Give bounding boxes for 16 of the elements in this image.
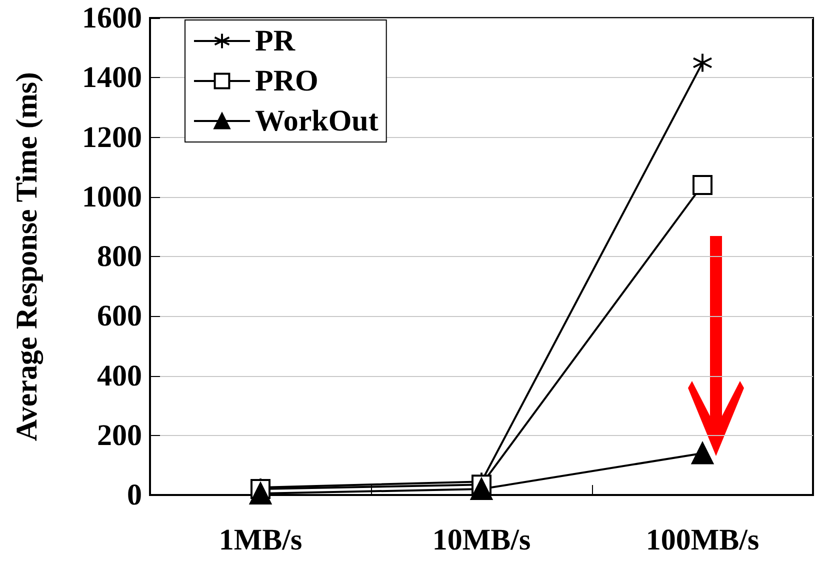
x-tick-label: 100MB/s: [646, 524, 760, 556]
x-tick-label: 1MB/s: [218, 524, 302, 556]
y-tick-label: 200: [97, 418, 142, 452]
y-tick-label: 800: [97, 240, 142, 273]
y-tick-label: 1000: [82, 180, 142, 214]
y-tick-label: 0: [127, 478, 142, 512]
y-tick-label: 1600: [82, 2, 142, 34]
y-tick-label: 1200: [82, 120, 142, 154]
legend-label: PR: [255, 24, 296, 58]
legend-label: PRO: [255, 64, 318, 98]
y-tick-label: 1400: [82, 61, 142, 94]
x-tick-label: 10MB/s: [432, 524, 531, 556]
legend-label: WorkOut: [255, 104, 378, 138]
y-tick-label: 600: [97, 300, 142, 333]
y-tick-label: 400: [97, 359, 142, 392]
y-axis-title: Average Response Time (ms): [10, 72, 44, 442]
